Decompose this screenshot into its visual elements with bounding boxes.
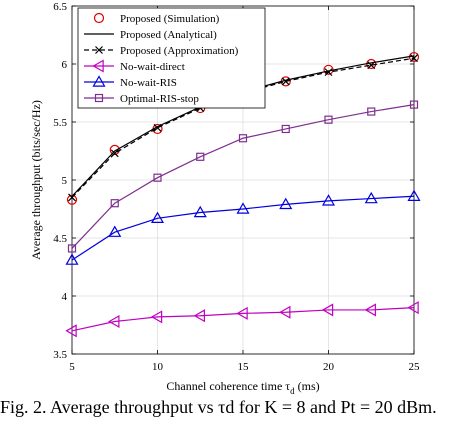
legend-item: Proposed (Approximation) <box>84 45 239 57</box>
y-tick-label: 6.5 <box>53 1 67 13</box>
data-point <box>109 144 120 155</box>
data-point <box>236 306 248 320</box>
data-point <box>367 107 376 116</box>
data-point <box>193 309 205 323</box>
data-point <box>236 202 250 214</box>
data-point <box>279 305 291 319</box>
y-tick-label: 4 <box>62 291 68 303</box>
data-point <box>153 173 162 182</box>
y-tick-label: 5.5 <box>53 117 67 129</box>
data-point <box>67 244 77 253</box>
y-tick-label: 5 <box>62 175 68 187</box>
legend-label: Proposed (Analytical) <box>120 29 217 41</box>
legend-label: Proposed (Simulation) <box>120 13 220 25</box>
data-point <box>108 314 120 329</box>
data-point <box>364 303 376 317</box>
legend-item: No-wait-direct <box>84 59 185 73</box>
data-point <box>321 303 334 317</box>
data-point <box>279 197 293 210</box>
legend: Proposed (Simulation) Proposed (Analytica… <box>77 7 266 109</box>
data-point <box>407 189 421 201</box>
series-line <box>71 307 415 332</box>
data-point <box>281 77 290 86</box>
data-point <box>321 194 336 206</box>
data-point <box>324 68 333 77</box>
axis-ticks: 5 10 15 20 25 3.5 4 4.5 5 5.5 6 6.5 <box>53 1 420 373</box>
legend-item: Proposed (Simulation) <box>93 12 220 25</box>
data-point <box>238 134 248 143</box>
legend-label: No-wait-direct <box>120 61 185 73</box>
x-tick-label: 5 <box>69 361 75 373</box>
data-point <box>65 253 79 265</box>
data-point <box>65 324 77 338</box>
data-point <box>110 199 119 208</box>
data-point <box>281 124 290 134</box>
data-point <box>193 205 207 218</box>
legend-item: Proposed (Analytical) <box>84 29 217 41</box>
data-point <box>66 194 78 205</box>
series-5 <box>67 100 419 253</box>
data-point <box>108 225 122 237</box>
legend-marker <box>94 93 104 103</box>
data-point <box>196 152 205 161</box>
legend-box <box>77 7 266 109</box>
legend-marker <box>93 12 105 24</box>
data-point <box>153 123 162 132</box>
legend-label: Proposed (Approximation) <box>120 45 239 57</box>
throughput-chart: 5 10 15 20 25 3.5 4 4.5 5 5.5 6 6.5 Proposed (Simul… <box>29 1 421 396</box>
x-tick-label: 15 <box>238 361 250 373</box>
x-axis-label: Channel coherence time τd (ms) <box>166 379 319 396</box>
series-3 <box>65 301 419 338</box>
x-tick-label: 20 <box>323 361 335 373</box>
data-point <box>324 115 333 124</box>
y-tick-label: 4.5 <box>53 233 67 245</box>
data-point <box>410 54 418 63</box>
series-line <box>71 104 415 249</box>
legend-label: Optimal-RIS-stop <box>120 93 199 105</box>
legend-item: No-wait-RIS <box>84 75 177 89</box>
data-point <box>407 301 419 315</box>
y-tick-label: 6 <box>62 59 68 71</box>
data-point <box>68 193 76 202</box>
x-tick-label: 25 <box>409 361 421 373</box>
legend-marker <box>92 59 104 73</box>
data-point <box>367 61 376 70</box>
series-4 <box>65 189 421 265</box>
data-point <box>364 191 378 204</box>
data-point <box>409 100 419 109</box>
legend-label: No-wait-RIS <box>120 77 177 89</box>
figure-caption: Fig. 2. Average throughput vs τd for K =… <box>0 397 437 417</box>
y-tick-label: 3.5 <box>53 349 67 361</box>
legend-marker <box>95 46 103 54</box>
data-point <box>150 211 165 224</box>
x-tick-label: 10 <box>152 361 164 373</box>
y-axis-label: Average throughput (bits/sec/Hz) <box>29 100 43 260</box>
data-point <box>110 149 119 158</box>
legend-marker <box>92 75 106 87</box>
legend-item: Optimal-RIS-stop <box>84 93 199 105</box>
data-point <box>150 310 163 324</box>
series-line <box>71 195 415 261</box>
